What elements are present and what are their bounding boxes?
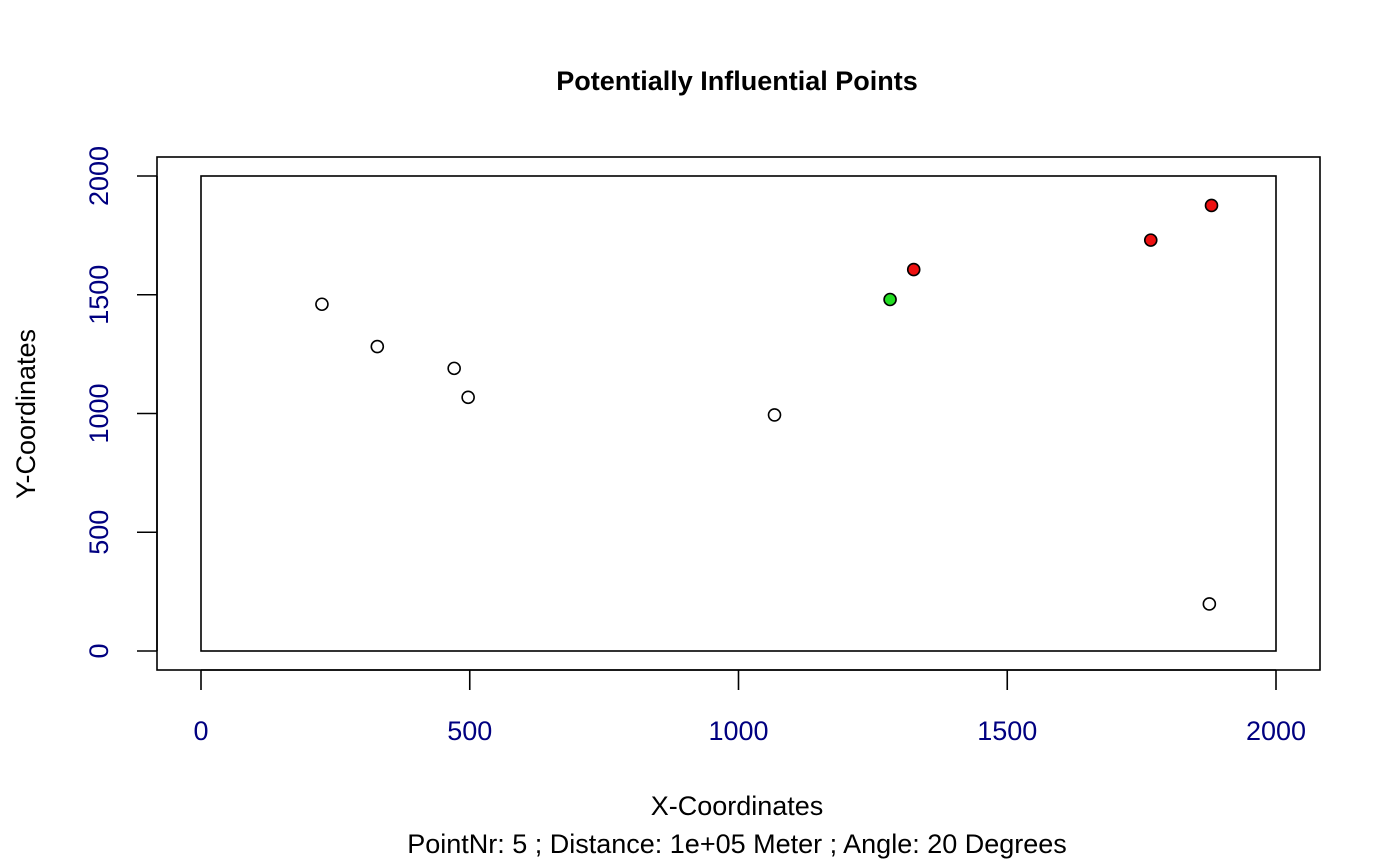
data-point	[1204, 198, 1219, 213]
data-point	[447, 361, 461, 376]
data-point	[1202, 597, 1217, 611]
x-tick-label: 0	[193, 716, 208, 746]
data-point	[883, 292, 897, 307]
x-tick-label: 1000	[708, 716, 768, 746]
chart-title: Potentially Influential Points	[556, 66, 918, 96]
data-points	[315, 198, 1219, 611]
y-tick-label: 1000	[84, 383, 114, 443]
chart-subtitle: PointNr: 5 ; Distance: 1e+05 Meter ; Ang…	[407, 829, 1067, 859]
y-tick-label: 1500	[84, 265, 114, 325]
y-tick-label: 0	[84, 643, 114, 658]
data-point	[767, 408, 782, 422]
data-point	[370, 339, 385, 354]
y-axis: 0 500 1000 1500 2000	[84, 146, 158, 659]
x-axis: 0 500 1000 1500 2000	[193, 669, 1306, 746]
x-axis-label: X-Coordinates	[651, 791, 824, 821]
y-tick-label: 500	[84, 510, 114, 555]
coordinate-region-boundary	[200, 175, 1277, 652]
data-point	[461, 390, 475, 405]
x-tick-label: 500	[447, 716, 492, 746]
x-tick-label: 1500	[977, 716, 1037, 746]
y-tick-label: 2000	[84, 146, 114, 206]
data-point	[1143, 233, 1158, 247]
data-point	[315, 297, 329, 312]
data-point	[906, 262, 921, 277]
plot-frame	[156, 156, 1321, 671]
x-tick-label: 2000	[1246, 716, 1306, 746]
y-axis-label: Y-Coordinates	[11, 329, 41, 499]
